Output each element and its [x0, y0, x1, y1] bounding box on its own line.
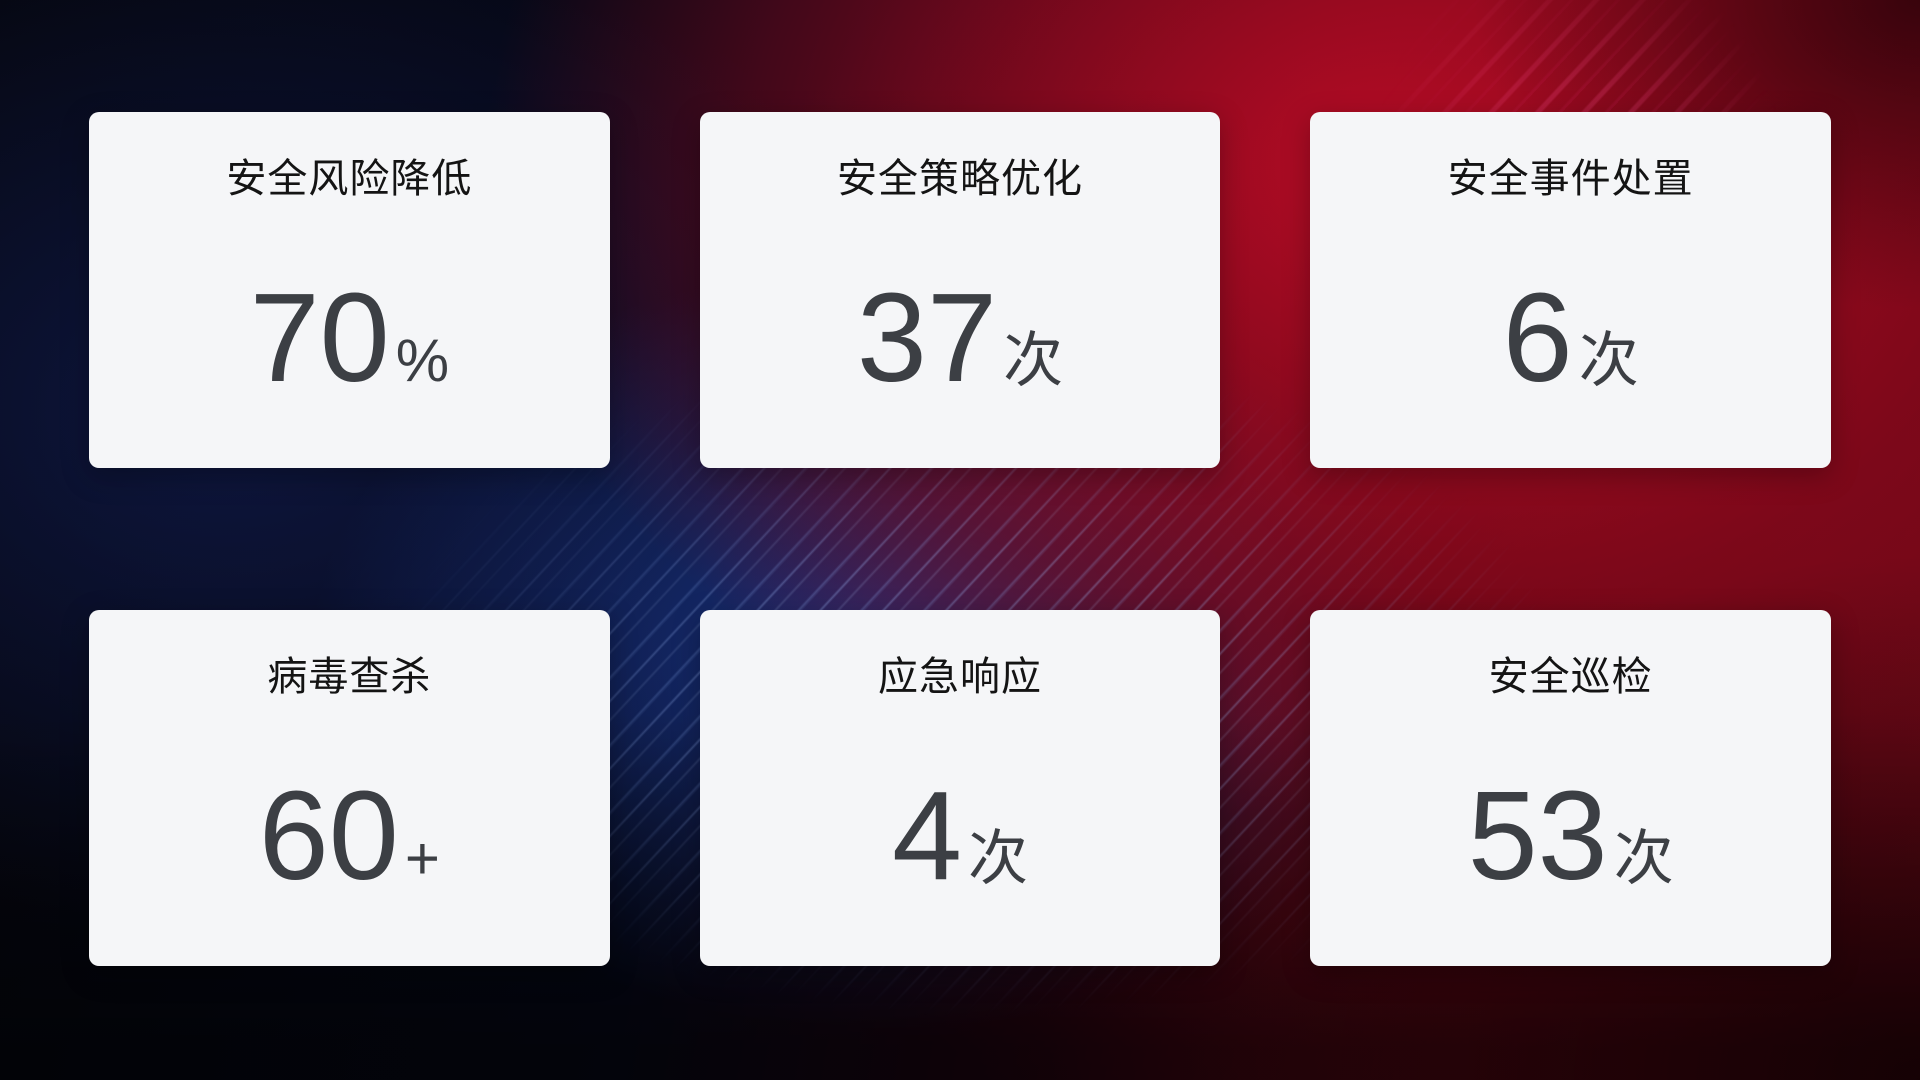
card-title: 应急响应: [877, 655, 1042, 699]
stat-unit: 次: [1613, 825, 1674, 892]
card-title: 安全策略优化: [836, 157, 1083, 201]
card-emergency-response: 应急响应 4 次: [699, 610, 1221, 966]
stat-value-group: 37 次: [857, 275, 1063, 401]
stat-value: 53: [1467, 765, 1608, 906]
stat-value-group: 60 +: [259, 773, 440, 899]
gradient-divider: [141, 232, 586, 244]
gradient-divider: [752, 730, 1197, 742]
gradient-divider: [141, 730, 586, 742]
card-title: 病毒查杀: [267, 655, 432, 699]
stat-value: 4: [891, 765, 963, 906]
gradient-divider: [752, 232, 1197, 244]
stat-value-group: 70 %: [250, 275, 450, 401]
stat-cards-grid: 安全风险降低 70 % 安全策略优化 37 次 安全事件处置 6 次: [89, 112, 1831, 966]
card-security-inspection: 安全巡检 53 次: [1310, 610, 1831, 966]
stat-value-group: 6 次: [1503, 275, 1639, 401]
gradient-divider: [1362, 730, 1807, 742]
stat-value: 70: [249, 267, 390, 408]
stat-value: 6: [1502, 267, 1573, 408]
stat-unit: 次: [1003, 327, 1064, 394]
card-security-risk-reduction: 安全风险降低 70 %: [89, 112, 610, 468]
stat-value-group: 4 次: [892, 773, 1028, 899]
stat-unit: 次: [968, 825, 1029, 892]
card-incident-handling: 安全事件处置 6 次: [1310, 112, 1831, 468]
card-title: 安全风险降低: [226, 157, 473, 201]
card-virus-scan: 病毒查杀 60 +: [89, 610, 610, 966]
card-policy-optimization: 安全策略优化 37 次: [699, 112, 1221, 468]
card-title: 安全事件处置: [1447, 157, 1694, 201]
card-title: 安全巡检: [1488, 655, 1653, 699]
stat-unit: %: [395, 327, 450, 394]
stat-unit: 次: [1578, 327, 1639, 394]
stat-unit: +: [404, 825, 440, 892]
gradient-divider: [1362, 232, 1807, 244]
stat-value: 60: [258, 765, 399, 906]
stat-value: 37: [856, 267, 998, 408]
stat-value-group: 53 次: [1468, 773, 1674, 899]
